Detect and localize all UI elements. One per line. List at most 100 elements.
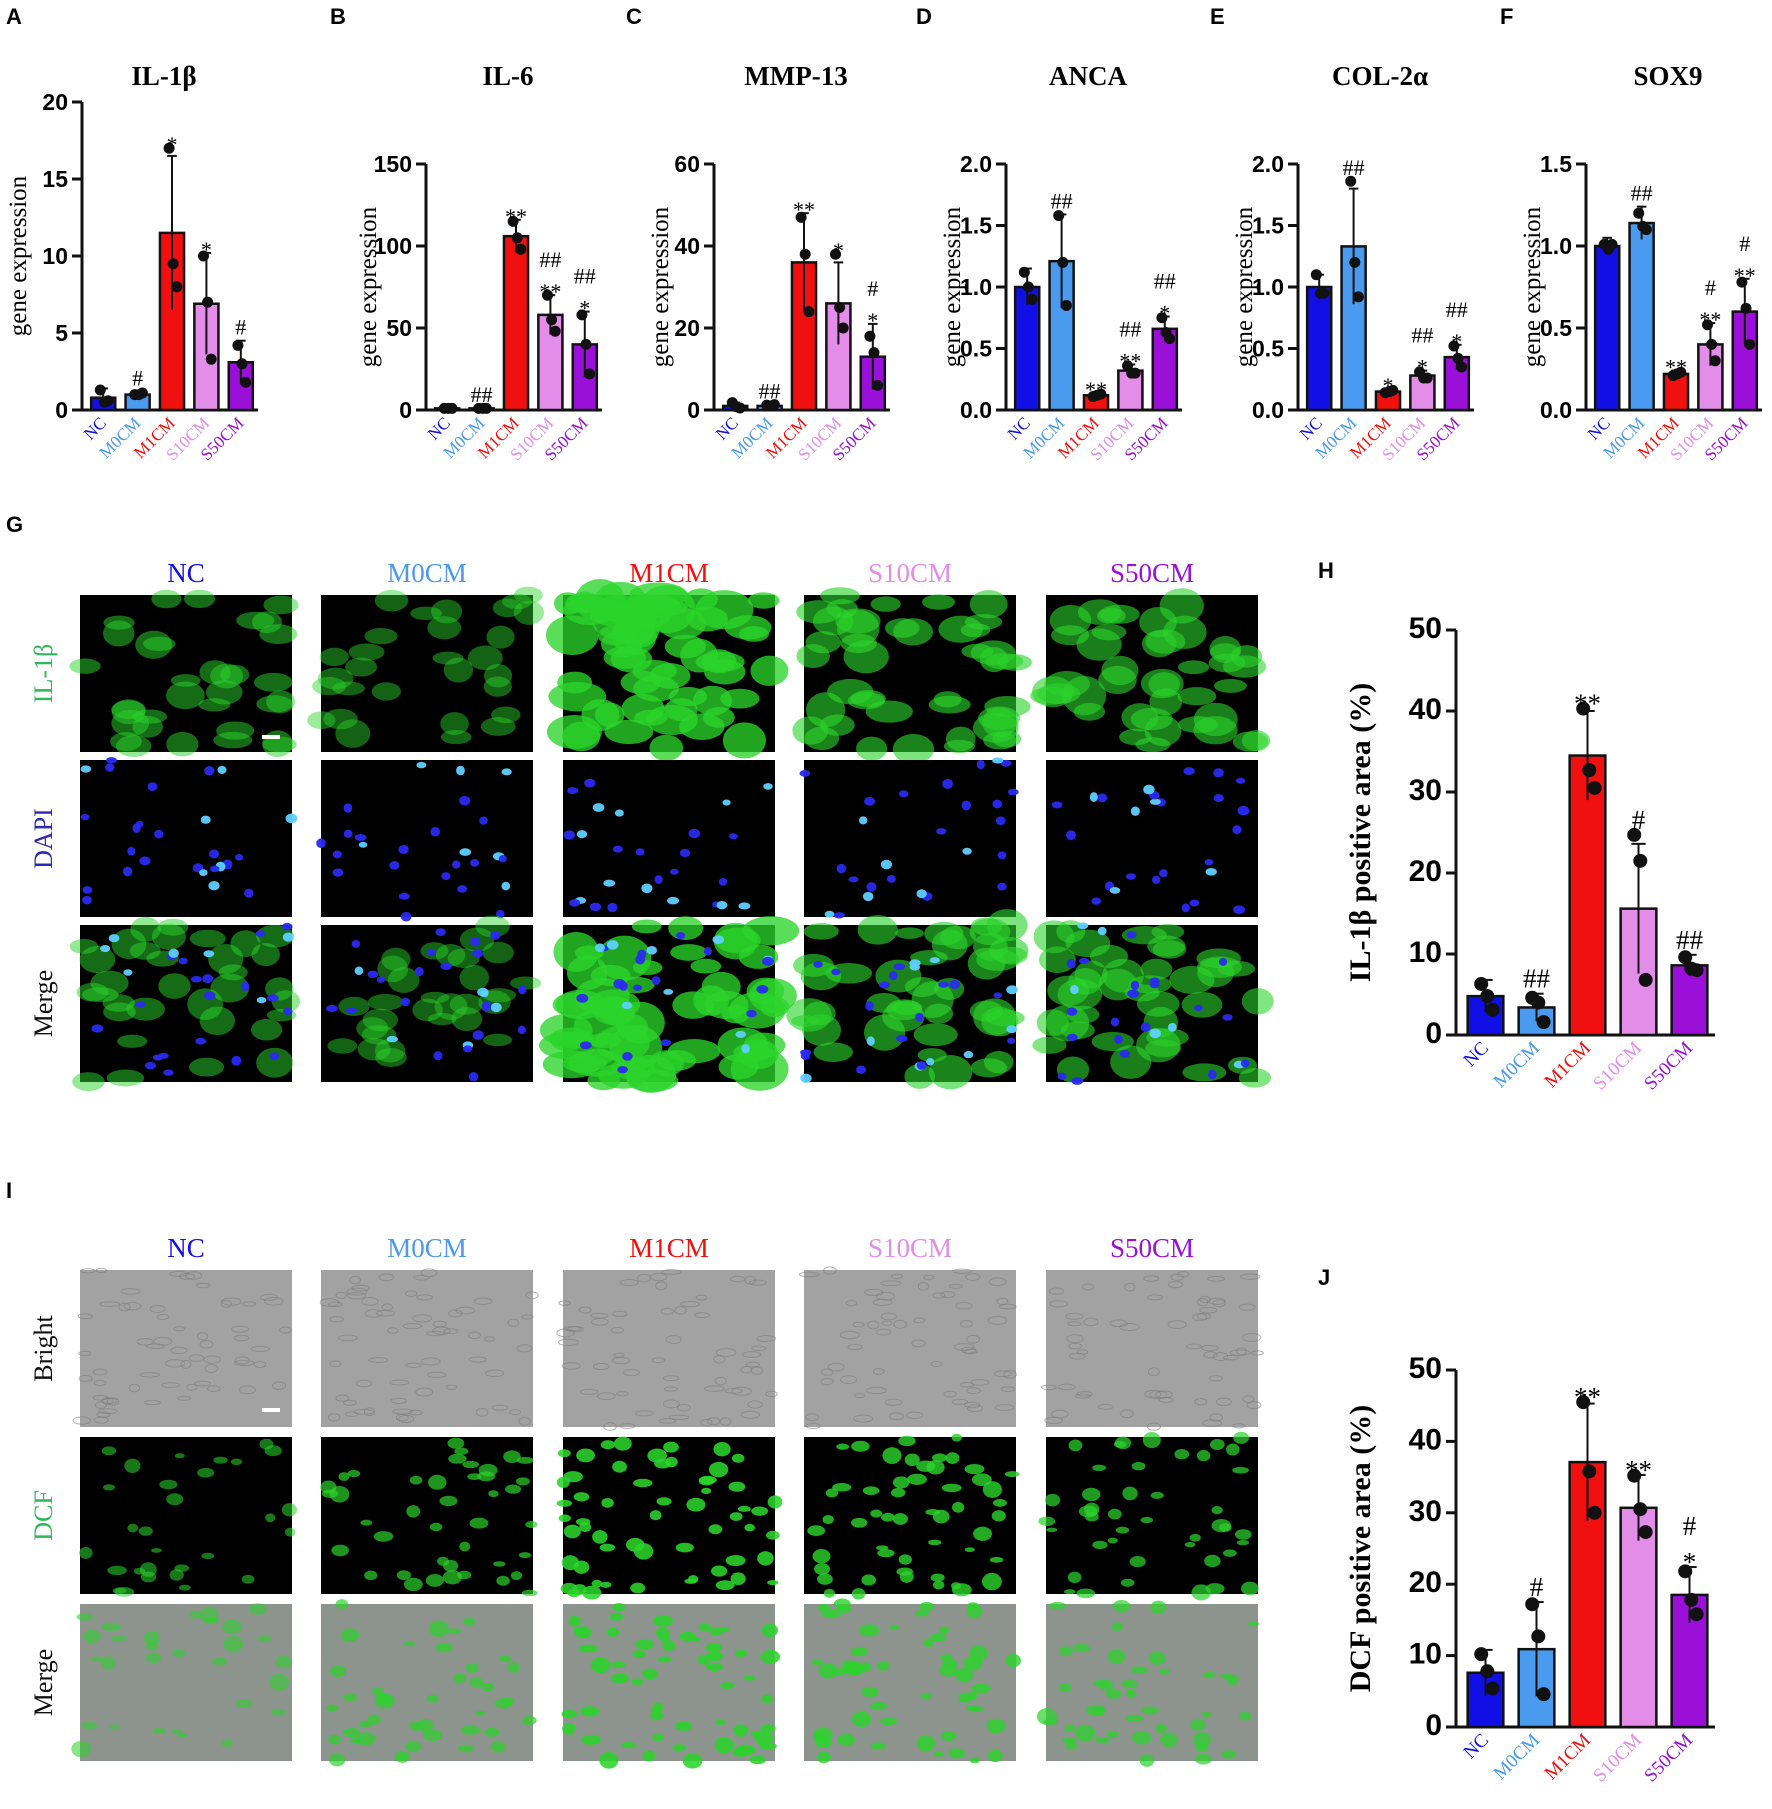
micrograph-bg xyxy=(321,760,533,917)
cell-outline xyxy=(658,1418,677,1424)
green-cell xyxy=(1233,1431,1250,1444)
cell-outline xyxy=(77,1313,93,1320)
green-cell xyxy=(483,988,517,1003)
nucleus xyxy=(997,882,1007,891)
green-cell xyxy=(1149,688,1182,716)
cell-outline xyxy=(952,1268,972,1274)
data-point xyxy=(1349,256,1361,268)
y-tick-label: 0 xyxy=(1425,1709,1442,1742)
green-cell xyxy=(451,1007,483,1032)
cell-outline xyxy=(250,1345,270,1353)
cell-outline xyxy=(748,1279,767,1286)
nucleus xyxy=(457,885,468,893)
green-cell xyxy=(467,1473,482,1480)
nucleus xyxy=(358,841,368,848)
significance-mark: # xyxy=(1705,275,1716,300)
green-cell xyxy=(684,1578,697,1584)
cell-outline xyxy=(1202,1419,1223,1427)
green-cell xyxy=(1047,975,1090,1006)
nucleus xyxy=(1051,801,1063,809)
green-cell xyxy=(1130,1666,1149,1674)
green-cell xyxy=(600,1440,616,1450)
green-cell xyxy=(1125,1714,1144,1722)
cell-outline xyxy=(1069,1352,1086,1360)
cell-outline xyxy=(1235,1347,1248,1356)
cell-outline xyxy=(468,1331,482,1340)
micrograph-s50cm-dcf xyxy=(1038,1431,1259,1601)
data-point xyxy=(584,368,596,380)
green-cell xyxy=(1064,1724,1076,1732)
cell-outline xyxy=(930,1360,943,1367)
nucleus xyxy=(1222,1014,1233,1021)
green-cell xyxy=(371,682,402,701)
nucleus xyxy=(244,888,254,898)
green-cell xyxy=(317,667,354,690)
nucleus xyxy=(663,988,674,995)
nucleus xyxy=(501,881,511,891)
green-cell xyxy=(143,636,176,652)
green-cell xyxy=(501,593,533,610)
significance-mark: # xyxy=(1739,231,1750,256)
nucleus xyxy=(866,882,877,892)
cell-outline xyxy=(875,1291,896,1301)
data-point xyxy=(576,309,588,321)
chart-title: IL-6 xyxy=(482,61,533,91)
green-cell xyxy=(1114,1436,1132,1450)
nucleus xyxy=(915,1012,924,1022)
green-cell xyxy=(847,692,886,710)
green-cell xyxy=(967,1602,979,1609)
data-point xyxy=(167,258,179,270)
green-cell xyxy=(166,731,199,757)
cell-outline xyxy=(93,1416,109,1424)
green-cell xyxy=(969,590,1008,619)
green-cell xyxy=(510,976,542,990)
data-point xyxy=(1057,256,1069,268)
cell-outline xyxy=(1215,1397,1232,1407)
nucleus xyxy=(1127,989,1139,998)
data-point xyxy=(834,302,846,313)
green-cell xyxy=(409,1475,423,1485)
nucleus xyxy=(741,1044,750,1054)
cell-outline xyxy=(610,1326,625,1334)
nucleus xyxy=(231,1055,242,1066)
data-point xyxy=(542,289,554,301)
nucleus xyxy=(1066,1033,1078,1042)
green-cell xyxy=(199,1006,235,1036)
data-point xyxy=(1587,780,1602,795)
nucleus xyxy=(676,932,686,940)
green-cell xyxy=(767,1495,783,1509)
green-cell xyxy=(443,1559,459,1572)
green-cell xyxy=(259,624,298,645)
nucleus xyxy=(1000,759,1012,767)
data-point xyxy=(102,395,114,407)
y-tick-label: 20 xyxy=(1409,1566,1442,1599)
cell-outline xyxy=(839,1330,860,1340)
green-cell xyxy=(396,1570,411,1581)
cell-outline xyxy=(756,1335,776,1343)
green-cell xyxy=(630,1582,646,1594)
nucleus xyxy=(896,1034,908,1043)
nucleus xyxy=(414,966,424,977)
row-label: DCF xyxy=(29,1490,58,1541)
green-cell xyxy=(211,1657,228,1666)
cell-outline xyxy=(101,1396,114,1405)
nucleus xyxy=(712,935,725,945)
green-cell xyxy=(1076,1588,1095,1599)
charts-layer: IL-1β gene expression 0 5 10 15 20 NC # M0CM * M1CM… xyxy=(5,61,1762,1786)
green-cell xyxy=(641,1668,658,1680)
cell-outline xyxy=(368,1357,389,1364)
green-cell xyxy=(1148,1651,1166,1666)
green-cell xyxy=(412,998,443,1022)
green-cell xyxy=(1073,702,1106,721)
green-cell xyxy=(483,1033,513,1047)
cell-outline xyxy=(557,1338,579,1347)
green-cell xyxy=(930,1573,945,1582)
nucleus xyxy=(127,846,136,856)
cell-outline xyxy=(695,1294,708,1301)
cell-outline xyxy=(651,1357,666,1364)
green-cell xyxy=(811,1659,824,1666)
green-cell xyxy=(840,633,877,654)
green-cell xyxy=(940,925,976,950)
nucleus xyxy=(285,813,298,824)
